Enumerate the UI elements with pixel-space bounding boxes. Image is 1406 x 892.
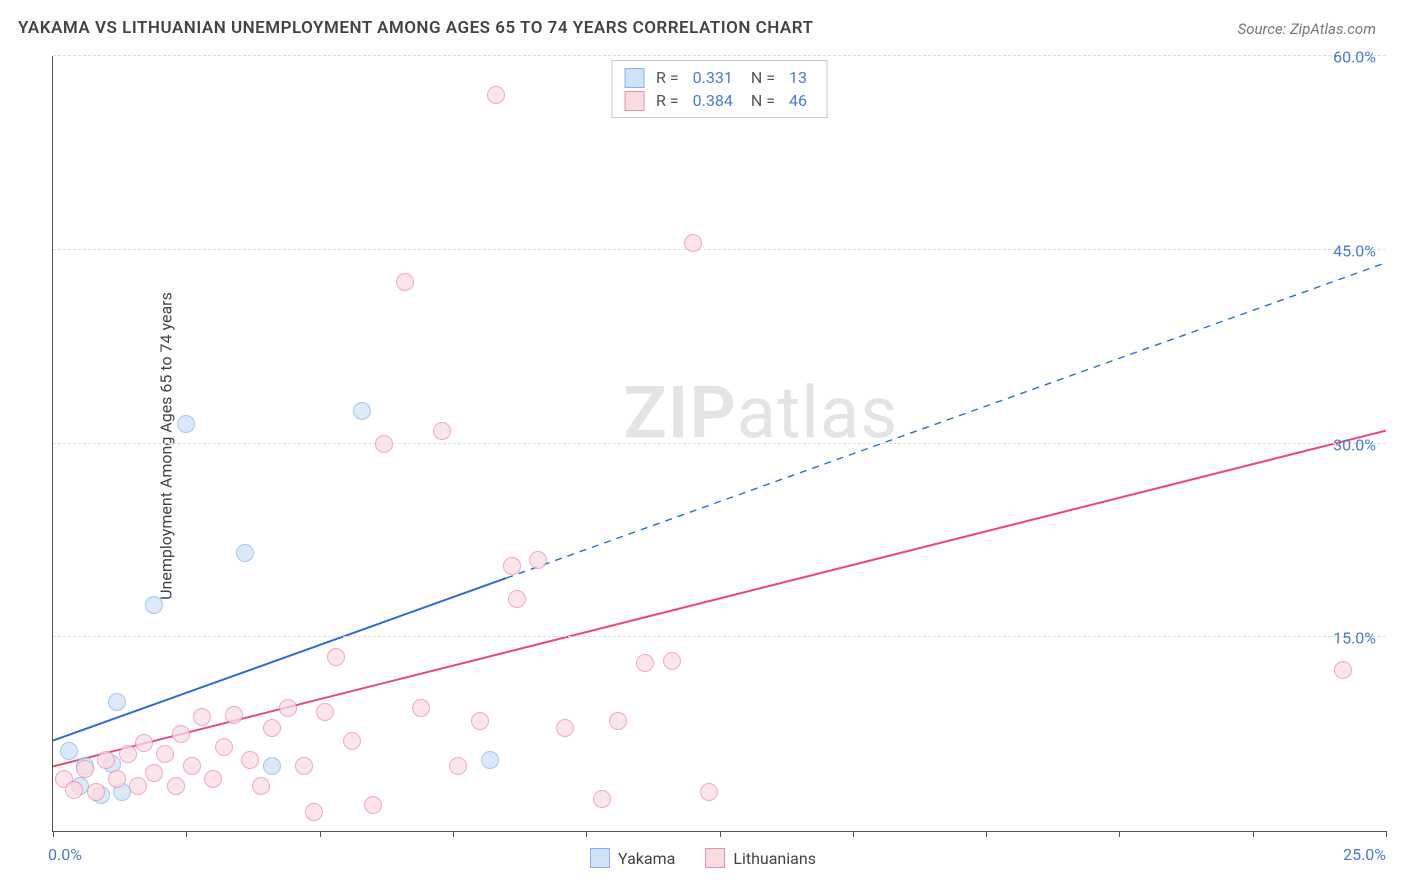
grid-line: [53, 249, 1386, 250]
data-point: [204, 770, 222, 788]
x-tick: [853, 831, 854, 837]
data-point: [135, 734, 153, 752]
data-point: [529, 551, 547, 569]
x-tick: [1119, 831, 1120, 837]
r-label: R =: [656, 66, 679, 89]
data-point: [129, 777, 147, 795]
data-point: [236, 544, 254, 562]
grid-line: [53, 443, 1386, 444]
swatch-yakama: [590, 848, 610, 868]
n-value-yakama: 13: [789, 66, 807, 89]
y-tick-label: 45.0%: [1333, 241, 1376, 260]
x-tick: [186, 831, 187, 837]
data-point: [508, 590, 526, 608]
x-tick: [53, 831, 54, 837]
x-tick-max: 25.0%: [1343, 845, 1386, 864]
data-point: [60, 742, 78, 760]
data-point: [87, 783, 105, 801]
swatch-lithuanians: [624, 91, 644, 111]
data-point: [145, 596, 163, 614]
chart-title: YAKAMA VS LITHUANIAN UNEMPLOYMENT AMONG …: [18, 18, 813, 38]
data-point: [108, 693, 126, 711]
legend-item-lithuanians: Lithuanians: [705, 848, 816, 868]
data-point: [449, 757, 467, 775]
data-point: [471, 712, 489, 730]
data-point: [215, 738, 233, 756]
data-point: [327, 648, 345, 666]
n-label: N =: [751, 66, 775, 89]
y-tick-label: 60.0%: [1333, 48, 1376, 67]
data-point: [167, 777, 185, 795]
data-point: [305, 803, 323, 821]
plot-area: ZIPatlas R = 0.331 N = 13 R = 0.384 N = …: [52, 56, 1386, 832]
data-point: [663, 652, 681, 670]
x-tick: [320, 831, 321, 837]
data-point: [263, 719, 281, 737]
y-tick-label: 30.0%: [1333, 435, 1376, 454]
data-point: [1334, 661, 1352, 679]
r-value-lithuanians: 0.384: [693, 89, 733, 112]
data-point: [700, 783, 718, 801]
data-point: [119, 745, 137, 763]
data-point: [108, 770, 126, 788]
data-point: [684, 234, 702, 252]
data-point: [172, 725, 190, 743]
data-point: [412, 699, 430, 717]
x-tick: [1253, 831, 1254, 837]
r-label: R =: [656, 89, 679, 112]
data-point: [156, 745, 174, 763]
trend-lines: [53, 56, 1386, 831]
data-point: [593, 790, 611, 808]
data-point: [481, 751, 499, 769]
grid-line: [53, 636, 1386, 637]
data-point: [316, 703, 334, 721]
data-point: [396, 273, 414, 291]
data-point: [225, 706, 243, 724]
x-tick: [586, 831, 587, 837]
x-tick: [453, 831, 454, 837]
swatch-yakama: [624, 68, 644, 88]
x-tick: [986, 831, 987, 837]
data-point: [97, 751, 115, 769]
data-point: [279, 699, 297, 717]
n-label: N =: [751, 89, 775, 112]
data-point: [433, 422, 451, 440]
r-value-yakama: 0.331: [693, 66, 733, 89]
legend-row-lithuanians: R = 0.384 N = 46: [624, 89, 813, 112]
correlation-legend: R = 0.331 N = 13 R = 0.384 N = 46: [611, 60, 828, 118]
n-value-lithuanians: 46: [789, 89, 807, 112]
y-tick-label: 15.0%: [1333, 629, 1376, 648]
chart-container: YAKAMA VS LITHUANIAN UNEMPLOYMENT AMONG …: [0, 0, 1406, 892]
data-point: [353, 402, 371, 420]
legend-label: Yakama: [618, 849, 675, 868]
legend-item-yakama: Yakama: [590, 848, 675, 868]
data-point: [364, 796, 382, 814]
x-tick: [720, 831, 721, 837]
source-attribution: Source: ZipAtlas.com: [1238, 20, 1376, 38]
data-point: [609, 712, 627, 730]
swatch-lithuanians: [705, 848, 725, 868]
x-tick-min: 0.0%: [48, 845, 82, 864]
data-point: [183, 757, 201, 775]
data-point: [343, 732, 361, 750]
data-point: [193, 708, 211, 726]
data-point: [263, 757, 281, 775]
data-point: [241, 751, 259, 769]
data-point: [487, 86, 505, 104]
data-point: [375, 435, 393, 453]
data-point: [503, 557, 521, 575]
series-legend: Yakama Lithuanians: [590, 848, 816, 868]
data-point: [65, 781, 83, 799]
data-point: [252, 777, 270, 795]
data-point: [295, 757, 313, 775]
data-point: [556, 719, 574, 737]
data-point: [76, 760, 94, 778]
grid-line: [53, 55, 1386, 56]
data-point: [177, 415, 195, 433]
data-point: [145, 764, 163, 782]
legend-row-yakama: R = 0.331 N = 13: [624, 66, 813, 89]
legend-label: Lithuanians: [733, 849, 816, 868]
x-tick: [1386, 831, 1387, 837]
data-point: [636, 654, 654, 672]
